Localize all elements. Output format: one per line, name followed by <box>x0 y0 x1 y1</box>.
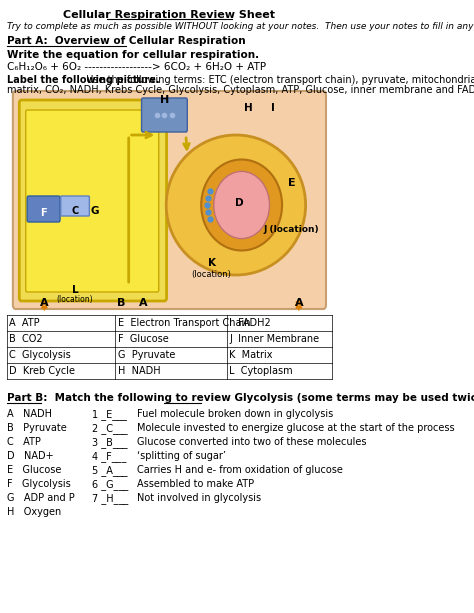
Text: J  Inner Membrane: J Inner Membrane <box>229 334 319 344</box>
Ellipse shape <box>201 159 282 251</box>
Text: B  CO2: B CO2 <box>9 334 43 344</box>
Text: H: H <box>160 95 169 105</box>
Text: C   ATP: C ATP <box>7 437 41 447</box>
Text: 5 _A___: 5 _A___ <box>91 465 127 476</box>
Text: ‘splitting of sugar’: ‘splitting of sugar’ <box>137 451 226 461</box>
Text: G  Pyruvate: G Pyruvate <box>118 350 175 360</box>
Text: Carries H and e- from oxidation of glucose: Carries H and e- from oxidation of gluco… <box>137 465 343 475</box>
Text: I: I <box>271 103 275 113</box>
Text: K  Matrix: K Matrix <box>229 350 273 360</box>
Text: E: E <box>288 178 295 188</box>
Text: Fuel molecule broken down in glycolysis: Fuel molecule broken down in glycolysis <box>137 409 334 419</box>
Text: (location): (location) <box>57 295 93 304</box>
Text: 4 _F___: 4 _F___ <box>91 451 126 462</box>
Text: A  ATP: A ATP <box>9 318 40 328</box>
Text: I  FADH2: I FADH2 <box>229 318 271 328</box>
Text: F  Glucose: F Glucose <box>118 334 169 344</box>
Text: Glucose converted into two of these molecules: Glucose converted into two of these mole… <box>137 437 367 447</box>
Text: A: A <box>40 298 49 308</box>
Text: B: B <box>118 298 126 308</box>
Text: L  Cytoplasm: L Cytoplasm <box>229 366 293 376</box>
Ellipse shape <box>214 172 270 238</box>
Text: E   Glucose: E Glucose <box>7 465 62 475</box>
Text: 1 _E___: 1 _E___ <box>91 409 127 420</box>
Text: B   Pyruvate: B Pyruvate <box>7 423 67 433</box>
FancyBboxPatch shape <box>27 196 60 222</box>
Text: Try to complete as much as possible WITHOUT looking at your notes.  Then use you: Try to complete as much as possible WITH… <box>7 22 474 31</box>
Text: 2 _C___: 2 _C___ <box>91 423 127 434</box>
Text: matrix, CO₂, NADH, Krebs Cycle, Glycolysis, Cytoplasm, ATP, Glucose, inner membr: matrix, CO₂, NADH, Krebs Cycle, Glycolys… <box>7 85 474 95</box>
Text: C  Glycolysis: C Glycolysis <box>9 350 71 360</box>
Text: Label the following picture.: Label the following picture. <box>7 75 160 85</box>
Text: Assembled to make ATP: Assembled to make ATP <box>137 479 255 489</box>
Text: 3 _B___: 3 _B___ <box>91 437 127 448</box>
Text: G   ADP and P: G ADP and P <box>7 493 75 503</box>
Text: F: F <box>40 208 47 218</box>
FancyBboxPatch shape <box>26 110 159 292</box>
Text: A: A <box>294 298 303 308</box>
Text: D: D <box>235 198 244 208</box>
Text: H  NADH: H NADH <box>118 366 161 376</box>
Text: 7 _H___: 7 _H___ <box>91 493 128 504</box>
Text: Part A:  Overview of Cellular Respiration: Part A: Overview of Cellular Respiration <box>7 36 246 46</box>
Text: D   NAD+: D NAD+ <box>7 451 54 461</box>
Text: E  Electron Transport Chain: E Electron Transport Chain <box>118 318 250 328</box>
Text: A   NADH: A NADH <box>7 409 52 419</box>
FancyBboxPatch shape <box>13 91 326 309</box>
Text: J (location): J (location) <box>264 225 319 234</box>
FancyBboxPatch shape <box>19 100 166 301</box>
Text: F   Glycolysis: F Glycolysis <box>7 479 71 489</box>
Text: Molecule invested to energize glucose at the start of the process: Molecule invested to energize glucose at… <box>137 423 455 433</box>
Text: C: C <box>72 206 79 216</box>
Text: 6 _G___: 6 _G___ <box>91 479 128 490</box>
Text: (location): (location) <box>191 270 231 279</box>
Text: K: K <box>208 258 216 268</box>
Text: Write the equation for cellular respiration.: Write the equation for cellular respirat… <box>7 50 259 60</box>
Text: Part B:  Match the following to review Glycolysis (some terms may be used twice): Part B: Match the following to review Gl… <box>7 393 474 403</box>
Text: H   Oxygen: H Oxygen <box>7 507 62 517</box>
Text: H: H <box>245 103 253 113</box>
Text: Not involved in glycolysis: Not involved in glycolysis <box>137 493 261 503</box>
Text: Cellular Respiration Review Sheet: Cellular Respiration Review Sheet <box>64 10 275 20</box>
Text: G: G <box>90 206 99 216</box>
Text: L: L <box>72 285 78 295</box>
FancyBboxPatch shape <box>61 196 90 216</box>
Ellipse shape <box>166 135 306 275</box>
Text: A: A <box>139 298 147 308</box>
Text: Use the following terms: ETC (electron transport chain), pyruvate, mitochondrial: Use the following terms: ETC (electron t… <box>80 75 474 85</box>
Text: C₆H₁₂O₆ + 6O₂ ------------------> 6CO₂ + 6H₂O + ATP: C₆H₁₂O₆ + 6O₂ ------------------> 6CO₂ +… <box>7 62 266 72</box>
Text: D  Kreb Cycle: D Kreb Cycle <box>9 366 75 376</box>
FancyBboxPatch shape <box>142 98 187 132</box>
